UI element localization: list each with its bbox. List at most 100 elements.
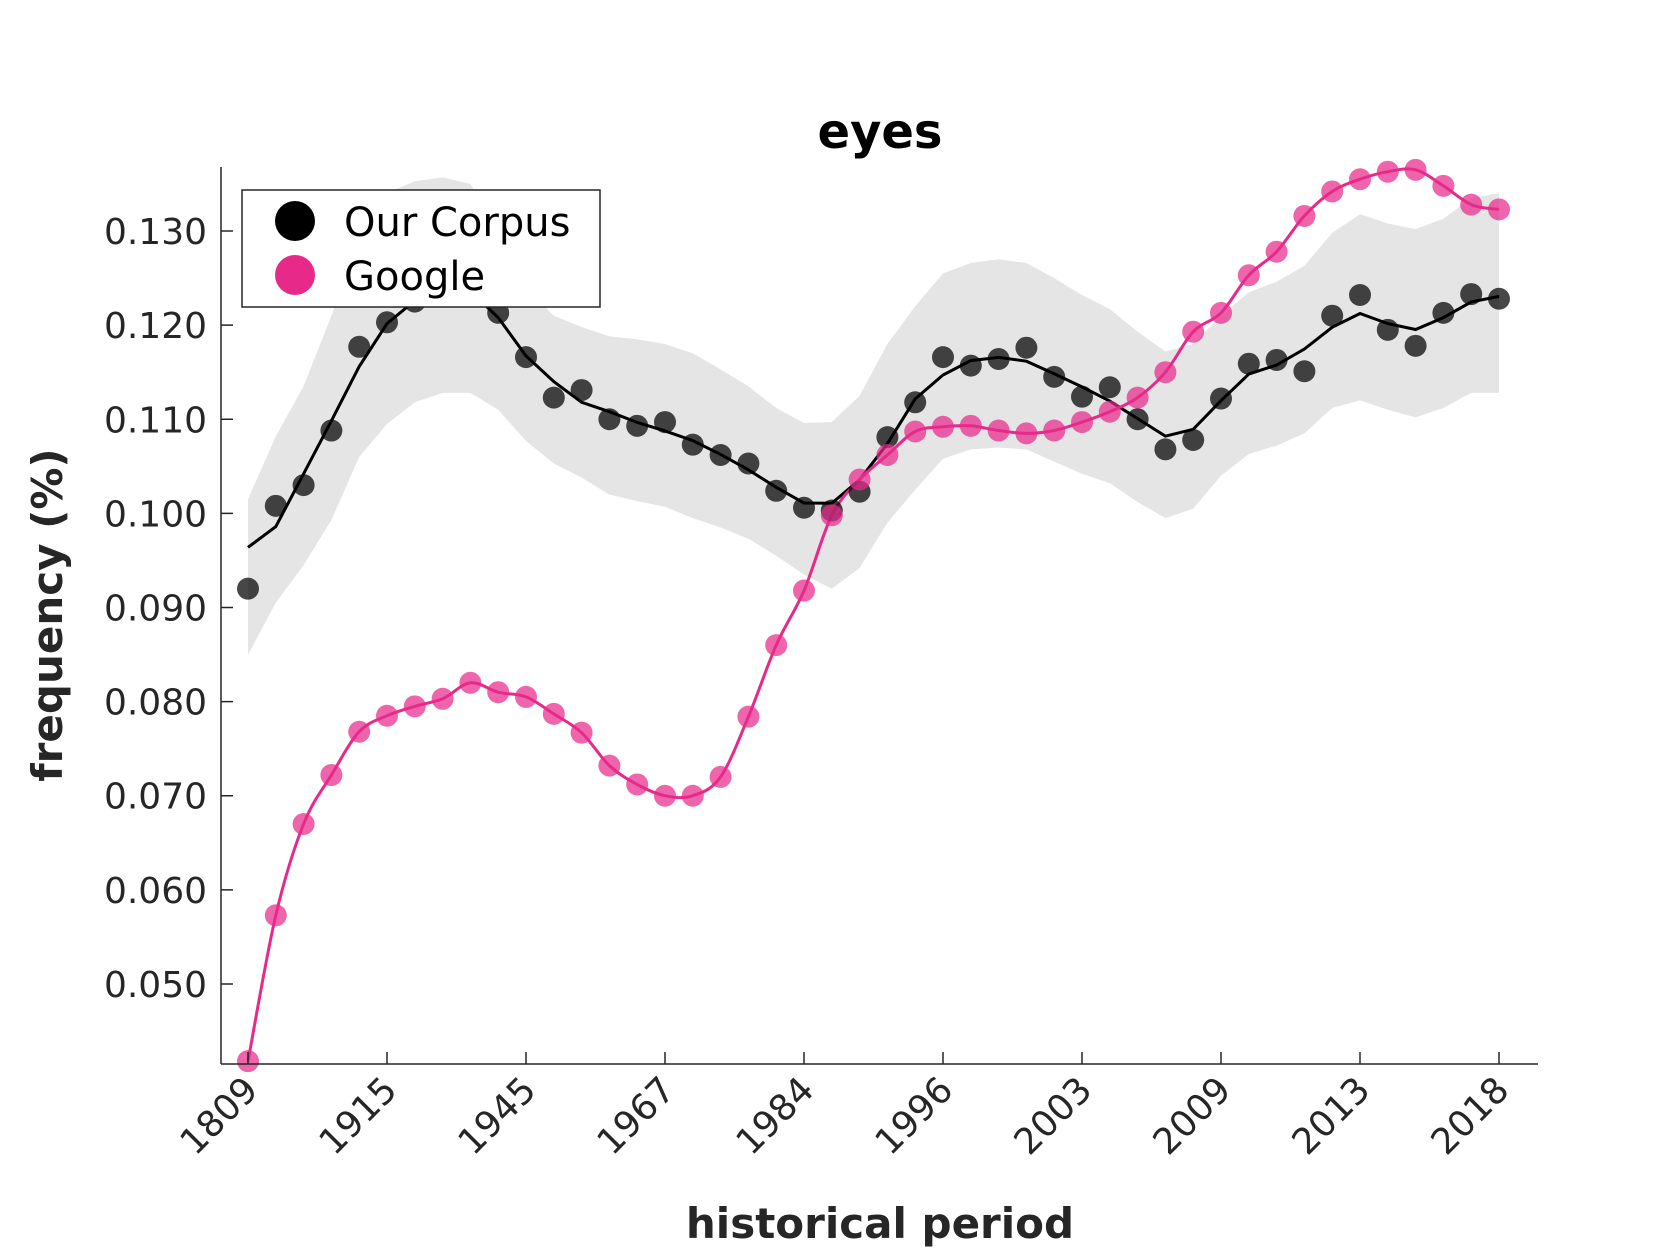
x-axis-label: historical period (686, 1199, 1074, 1248)
data-point-our-corpus (626, 414, 649, 437)
data-point-our-corpus (376, 311, 398, 334)
data-point-our-corpus (1321, 304, 1344, 327)
data-point-google (431, 687, 454, 710)
data-point-google (1404, 158, 1427, 181)
y-tick-label: 0.070 (104, 777, 207, 818)
data-point-google (1321, 180, 1344, 203)
data-point-our-corpus (1488, 287, 1510, 310)
data-point-our-corpus (264, 494, 287, 517)
legend-label-our-corpus: Our Corpus (344, 200, 570, 246)
data-point-google (876, 444, 899, 467)
data-point-our-corpus (904, 391, 927, 414)
data-point-our-corpus (1460, 283, 1483, 306)
data-point-our-corpus (1237, 352, 1260, 375)
data-point-google (765, 634, 788, 657)
y-tick-label: 0.100 (104, 494, 207, 535)
data-point-our-corpus (1376, 318, 1399, 341)
y-tick-label: 0.050 (104, 965, 207, 1006)
data-point-google (820, 504, 843, 527)
data-point-google (1071, 411, 1093, 434)
data-point-google (793, 579, 815, 602)
legend-label-google: Google (344, 254, 485, 300)
data-point-our-corpus (793, 496, 815, 519)
y-ticks: 0.050 0.060 0.070 0.080 0.090 0.100 0.110 0.120… (104, 212, 233, 1006)
data-point-our-corpus (1098, 376, 1121, 399)
legend-marker-our-corpus (275, 201, 315, 241)
data-point-google (681, 784, 704, 807)
data-point-google (1376, 160, 1399, 183)
data-point-google (292, 812, 315, 835)
y-tick-label: 0.110 (104, 400, 207, 441)
data-point-our-corpus (1265, 348, 1288, 371)
x-tick-label: 2003 (1007, 1069, 1101, 1163)
data-point-google (1043, 419, 1066, 442)
data-point-our-corpus (1404, 334, 1427, 357)
data-point-google (459, 671, 482, 694)
x-tick-label: 1967 (590, 1069, 684, 1163)
data-point-our-corpus (1043, 365, 1066, 388)
x-tick-label: 2009 (1146, 1069, 1240, 1163)
data-point-our-corpus (1182, 428, 1205, 451)
data-point-our-corpus (932, 346, 954, 369)
data-point-our-corpus (737, 452, 760, 475)
data-point-our-corpus (1154, 438, 1177, 461)
data-point-our-corpus (1071, 385, 1093, 408)
data-point-our-corpus (987, 348, 1010, 371)
data-point-our-corpus (1432, 301, 1455, 324)
data-point-our-corpus (598, 408, 621, 431)
data-point-google (959, 414, 982, 437)
data-point-google (1237, 264, 1260, 287)
data-point-google (626, 773, 649, 796)
x-tick-label: 2018 (1424, 1069, 1518, 1163)
data-point-google (1210, 301, 1232, 324)
data-point-our-corpus (320, 419, 343, 442)
data-point-our-corpus (542, 386, 565, 409)
data-point-google (1098, 400, 1121, 423)
data-point-our-corpus (876, 426, 899, 449)
data-point-google (1432, 174, 1455, 197)
data-point-our-corpus (1349, 284, 1371, 307)
data-point-google (348, 720, 371, 743)
data-point-our-corpus (237, 577, 259, 600)
data-point-google (987, 419, 1010, 442)
x-tick-label: 1915 (312, 1069, 406, 1163)
data-point-google (570, 721, 593, 744)
data-point-google (403, 695, 426, 718)
data-point-google (264, 904, 287, 927)
data-point-google (515, 685, 537, 708)
x-tick-label: 1945 (451, 1069, 545, 1163)
points-google (237, 158, 1510, 1073)
data-point-google (1182, 320, 1205, 343)
x-tick-label: 1809 (173, 1069, 267, 1163)
data-point-google (1265, 240, 1288, 263)
data-point-our-corpus (765, 479, 788, 502)
data-point-our-corpus (515, 346, 537, 369)
x-tick-label: 1996 (868, 1069, 962, 1163)
data-point-google (1460, 193, 1483, 216)
data-point-our-corpus (654, 411, 676, 434)
x-tick-label: 2013 (1285, 1069, 1379, 1163)
data-point-google (1293, 204, 1316, 227)
y-axis-label: frequency (%) (23, 448, 72, 781)
data-point-our-corpus (1126, 408, 1149, 431)
data-point-google (848, 468, 871, 491)
y-tick-label: 0.130 (104, 212, 207, 253)
y-tick-label: 0.090 (104, 588, 207, 629)
data-point-google (709, 765, 732, 788)
data-point-google (737, 705, 760, 728)
data-point-our-corpus (959, 354, 982, 377)
y-tick-label: 0.060 (104, 871, 207, 912)
data-point-our-corpus (570, 379, 593, 402)
data-point-google (487, 681, 510, 704)
data-point-our-corpus (1015, 336, 1038, 359)
x-tick-label: 1984 (729, 1069, 823, 1163)
data-point-google (542, 702, 565, 725)
data-point-our-corpus (1210, 387, 1232, 410)
y-tick-label: 0.120 (104, 306, 207, 347)
data-point-google (598, 754, 621, 777)
confidence-band-our-corpus (248, 177, 1499, 655)
data-point-our-corpus (681, 433, 704, 456)
legend-marker-google (275, 255, 315, 295)
data-point-google (1349, 168, 1371, 191)
